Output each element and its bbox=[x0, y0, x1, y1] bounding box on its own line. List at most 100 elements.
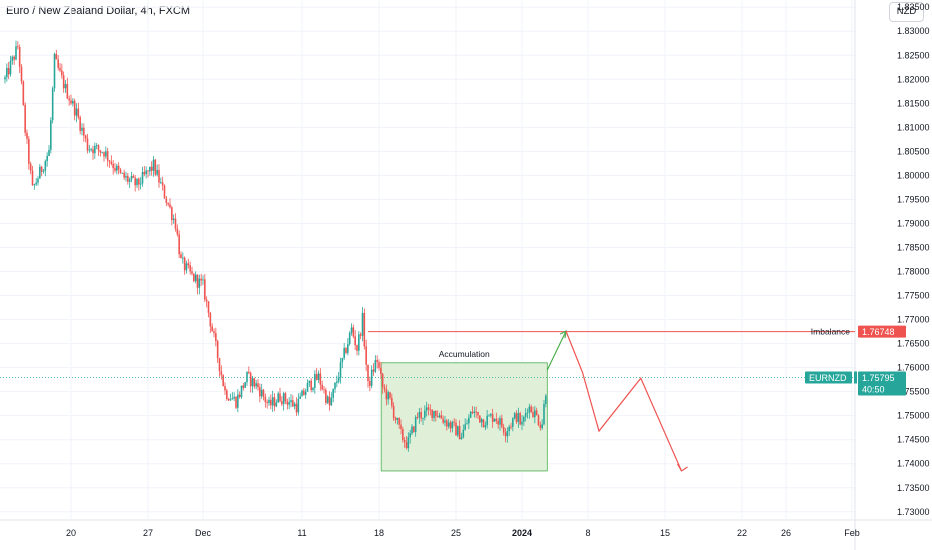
candle-body bbox=[161, 182, 164, 186]
candle-body bbox=[209, 312, 212, 327]
candle-body bbox=[72, 100, 74, 104]
candle-body bbox=[398, 417, 400, 425]
candle-body bbox=[33, 184, 36, 186]
y-tick-label: 1.79000 bbox=[897, 218, 930, 228]
candle-body bbox=[158, 169, 160, 183]
candle-body bbox=[70, 100, 72, 104]
candle-body bbox=[486, 415, 488, 426]
candle-body bbox=[268, 399, 270, 404]
candle-body bbox=[251, 378, 254, 387]
y-tick-label: 1.74500 bbox=[897, 435, 930, 445]
candle-body bbox=[150, 166, 153, 171]
candle-body bbox=[17, 46, 19, 48]
candle-body bbox=[453, 421, 455, 423]
candle-body bbox=[26, 132, 28, 139]
candle-body bbox=[435, 410, 437, 417]
candle-body bbox=[541, 424, 543, 429]
y-tick-label: 1.75000 bbox=[897, 411, 930, 421]
candle-body bbox=[237, 394, 239, 408]
candle-body bbox=[224, 386, 226, 391]
candle-body bbox=[22, 81, 25, 105]
currency-button[interactable]: NZD bbox=[889, 2, 924, 22]
candle-body bbox=[44, 161, 47, 171]
candle-body bbox=[534, 410, 536, 418]
candle-body bbox=[325, 389, 327, 403]
candle-body bbox=[51, 88, 54, 121]
candle-body bbox=[471, 411, 474, 413]
candle-body bbox=[182, 257, 184, 259]
candle-body bbox=[86, 138, 89, 151]
candle-body bbox=[513, 413, 516, 419]
candle-body bbox=[370, 369, 373, 386]
candle-body bbox=[502, 426, 505, 433]
candle-body bbox=[229, 399, 232, 401]
candle-body bbox=[288, 402, 290, 405]
candle-body bbox=[105, 151, 107, 157]
candle-body bbox=[451, 421, 454, 429]
candle-body bbox=[257, 383, 259, 388]
candle-body bbox=[464, 424, 466, 430]
candle-body bbox=[339, 362, 342, 378]
candle-body bbox=[110, 161, 113, 164]
candle-body bbox=[273, 397, 276, 407]
y-tick-label: 1.79500 bbox=[897, 194, 930, 204]
candle-body bbox=[92, 149, 94, 154]
candle-body bbox=[37, 178, 39, 183]
candle-body bbox=[9, 60, 12, 75]
candle-body bbox=[147, 170, 149, 172]
candle-body bbox=[297, 398, 300, 413]
candle-body bbox=[429, 409, 432, 411]
y-tick-label: 1.81000 bbox=[897, 122, 930, 132]
x-tick-label: 25 bbox=[451, 528, 461, 538]
candle-body bbox=[369, 381, 371, 386]
imbalance-price: 1.76748 bbox=[862, 327, 895, 337]
candle-body bbox=[306, 382, 309, 392]
candle-body bbox=[490, 414, 492, 416]
candle-body bbox=[215, 333, 217, 342]
candle-body bbox=[176, 228, 179, 235]
y-tick-label: 1.81500 bbox=[897, 98, 930, 108]
overlay bbox=[0, 330, 855, 472]
candle-body bbox=[380, 367, 382, 374]
symbol-badge bbox=[805, 371, 852, 384]
candle-body bbox=[167, 202, 169, 205]
candle-body bbox=[24, 104, 26, 133]
candle-body bbox=[405, 442, 408, 449]
candle-body bbox=[73, 100, 76, 116]
candle-body bbox=[356, 345, 358, 351]
candle-body bbox=[154, 159, 157, 175]
candle-body bbox=[416, 417, 419, 418]
candle-body bbox=[95, 145, 98, 147]
symbol-badge-tail bbox=[854, 371, 857, 384]
candle-body bbox=[477, 412, 479, 416]
candle-body bbox=[233, 396, 235, 399]
candle-body bbox=[75, 108, 78, 116]
x-tick-label: 11 bbox=[297, 528, 306, 538]
candle-body bbox=[292, 400, 294, 407]
candle-body bbox=[418, 411, 421, 418]
candle-body bbox=[112, 163, 114, 169]
x-tick-label: Feb bbox=[844, 528, 860, 538]
candle-body bbox=[40, 166, 43, 172]
candle-body bbox=[295, 403, 298, 413]
candle-body bbox=[138, 178, 140, 185]
candle-body bbox=[501, 418, 503, 427]
candle-body bbox=[196, 274, 199, 288]
candle-body bbox=[242, 385, 245, 388]
candle-body bbox=[299, 396, 301, 399]
candle-body bbox=[354, 336, 356, 346]
candle-body bbox=[427, 407, 430, 410]
y-tick-label: 1.77500 bbox=[897, 291, 930, 301]
candle-body bbox=[216, 341, 219, 359]
candle-body bbox=[262, 389, 265, 397]
candle-body bbox=[491, 414, 494, 422]
candle-body bbox=[468, 417, 470, 424]
candle-body bbox=[438, 415, 441, 418]
candle-body bbox=[422, 417, 424, 419]
candle-body bbox=[420, 411, 422, 419]
candle-body bbox=[326, 396, 329, 403]
candle-body bbox=[449, 422, 452, 429]
candle-body bbox=[523, 416, 525, 422]
